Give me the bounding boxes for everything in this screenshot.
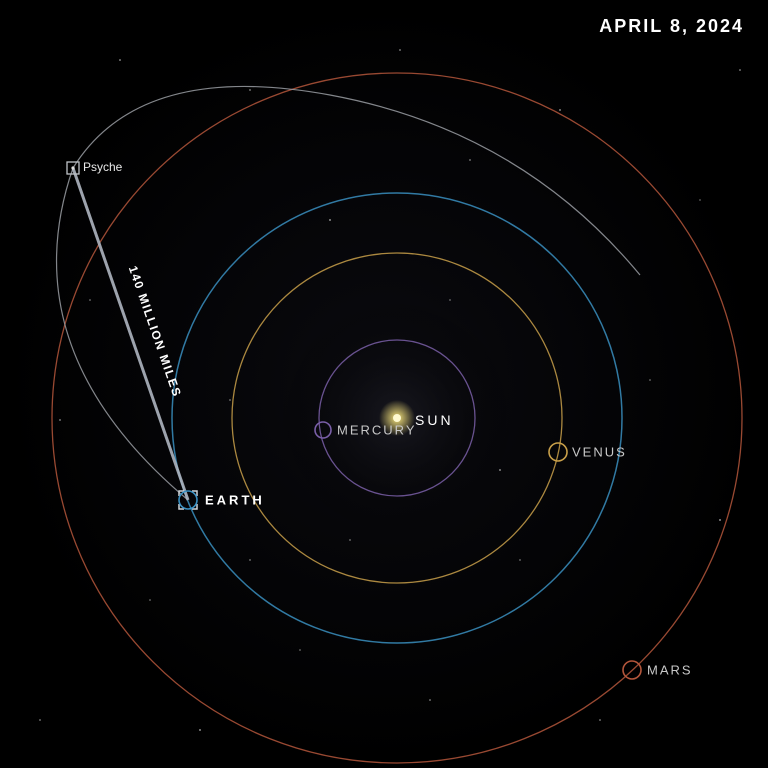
mars-label: MARS: [647, 663, 693, 678]
star: [599, 719, 601, 721]
sun-core: [393, 414, 401, 422]
earth-label: EARTH: [205, 493, 265, 508]
star: [149, 599, 151, 601]
star: [119, 59, 121, 61]
star: [329, 219, 330, 220]
star: [499, 469, 500, 470]
star: [299, 649, 301, 651]
orbital-diagram: APRIL 8, 2024 SUNMERCURYVENUSEARTHMARSPs…: [0, 0, 768, 768]
mercury-label: MERCURY: [337, 423, 417, 438]
star: [719, 519, 720, 520]
star: [519, 559, 520, 560]
star: [39, 719, 41, 721]
venus-label: VENUS: [572, 445, 627, 460]
star: [449, 299, 450, 300]
star: [249, 89, 250, 90]
star: [59, 419, 60, 420]
psyche-label: Psyche: [83, 160, 122, 174]
star: [429, 699, 431, 701]
star: [89, 299, 91, 301]
star: [199, 729, 200, 730]
star: [649, 379, 651, 381]
psyche-dot: [71, 166, 74, 169]
star: [739, 69, 741, 71]
star: [349, 539, 351, 541]
star: [699, 199, 701, 201]
svg-layer: [0, 0, 768, 768]
sun-label: SUN: [415, 412, 454, 428]
star: [249, 559, 250, 560]
star: [399, 49, 401, 51]
star: [559, 109, 560, 110]
distance-line: [73, 168, 188, 500]
star: [229, 399, 230, 400]
